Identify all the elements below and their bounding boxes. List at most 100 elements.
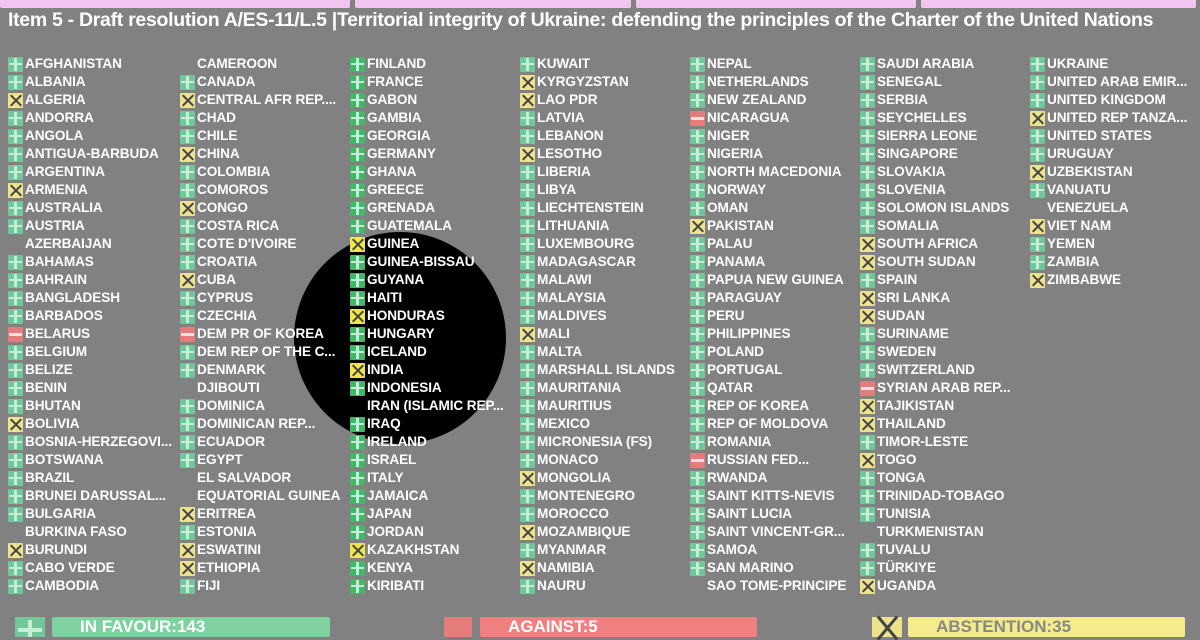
country-name: DOMINICA bbox=[197, 398, 265, 413]
plus-icon bbox=[690, 326, 705, 342]
plus-icon bbox=[860, 74, 875, 90]
country-vote-row: ANGOLA bbox=[8, 127, 172, 145]
plus-icon bbox=[180, 524, 195, 540]
no-vote-icon bbox=[8, 237, 23, 252]
plus-icon bbox=[520, 236, 535, 252]
plus-icon bbox=[180, 254, 195, 270]
country-name: MAURITANIA bbox=[537, 380, 622, 395]
country-vote-row: ITALY bbox=[350, 469, 504, 487]
country-name: INDONESIA bbox=[367, 380, 442, 395]
plus-icon bbox=[860, 272, 875, 288]
country-name: GEORGIA bbox=[367, 128, 431, 143]
country-name: CYPRUS bbox=[197, 290, 254, 305]
country-name: SAINT LUCIA bbox=[707, 506, 792, 521]
country-name: CHAD bbox=[197, 110, 236, 125]
plus-icon bbox=[690, 272, 705, 288]
country-name: SIERRA LEONE bbox=[877, 128, 978, 143]
plus-icon bbox=[520, 200, 535, 216]
country-name: MALDIVES bbox=[537, 308, 607, 323]
country-name: UGANDA bbox=[877, 578, 937, 593]
country-vote-row: BRUNEI DARUSSAL... bbox=[8, 487, 172, 505]
country-name: SOLOMON ISLANDS bbox=[877, 200, 1010, 215]
country-name: SOMALIA bbox=[877, 218, 939, 233]
country-name: COSTA RICA bbox=[197, 218, 280, 233]
plus-icon bbox=[1030, 236, 1045, 252]
x-icon bbox=[350, 236, 365, 252]
plus-icon bbox=[690, 506, 705, 522]
country-vote-row: MOZAMBIQUE bbox=[520, 523, 675, 541]
plus-icon bbox=[520, 56, 535, 72]
plus-icon bbox=[520, 218, 535, 234]
country-vote-row: MADAGASCAR bbox=[520, 253, 675, 271]
country-vote-row: JAMAICA bbox=[350, 487, 504, 505]
plus-icon bbox=[520, 272, 535, 288]
plus-icon bbox=[690, 398, 705, 414]
country-name: HUNGARY bbox=[367, 326, 435, 341]
plus-icon bbox=[350, 110, 365, 126]
plus-icon bbox=[180, 182, 195, 198]
country-vote-row: BURKINA FASO bbox=[8, 523, 172, 541]
country-name: DOMINICAN REP... bbox=[197, 416, 316, 431]
plus-icon bbox=[180, 434, 195, 450]
plus-icon bbox=[8, 272, 23, 288]
country-vote-row: PALAU bbox=[690, 235, 846, 253]
plus-icon bbox=[690, 200, 705, 216]
x-icon bbox=[8, 416, 23, 432]
country-name: MONACO bbox=[537, 452, 599, 467]
country-name: AFGHANISTAN bbox=[25, 56, 122, 71]
country-vote-row: KAZAKHSTAN bbox=[350, 541, 504, 559]
country-name: UNITED KINGDOM bbox=[1047, 92, 1166, 107]
country-name: CABO VERDE bbox=[25, 560, 115, 575]
country-name: SLOVAKIA bbox=[877, 164, 946, 179]
plus-icon bbox=[520, 308, 535, 324]
country-vote-row: IRAQ bbox=[350, 415, 504, 433]
plus-icon bbox=[860, 110, 875, 126]
country-name: BAHRAIN bbox=[25, 272, 87, 287]
no-vote-icon bbox=[1030, 201, 1045, 216]
country-name: DEM REP OF THE C... bbox=[197, 344, 336, 359]
country-vote-row: MOROCCO bbox=[520, 505, 675, 523]
plus-icon bbox=[860, 128, 875, 144]
plus-icon bbox=[350, 200, 365, 216]
country-name: SLOVENIA bbox=[877, 182, 946, 197]
country-vote-row: SAINT VINCENT-GR... bbox=[690, 523, 846, 541]
plus-icon bbox=[8, 164, 23, 180]
country-name: LIECHTENSTEIN bbox=[537, 200, 644, 215]
country-name: SAMOA bbox=[707, 542, 758, 557]
country-name: MOROCCO bbox=[537, 506, 609, 521]
country-name: SEYCHELLES bbox=[877, 110, 967, 125]
plus-icon bbox=[860, 344, 875, 360]
country-name: BOLIVIA bbox=[25, 416, 80, 431]
country-name: ARMENIA bbox=[25, 182, 88, 197]
country-vote-row: SPAIN bbox=[860, 271, 1010, 289]
plus-icon bbox=[8, 308, 23, 324]
plus-icon bbox=[860, 200, 875, 216]
country-name: BELIZE bbox=[25, 362, 73, 377]
plus-icon bbox=[350, 560, 365, 576]
country-name: CZECHIA bbox=[197, 308, 257, 323]
country-name: UNITED ARAB EMIR... bbox=[1047, 74, 1188, 89]
country-vote-row: NEPAL bbox=[690, 55, 846, 73]
plus-icon bbox=[520, 506, 535, 522]
country-name: SRI LANKA bbox=[877, 290, 951, 305]
country-name: ESTONIA bbox=[197, 524, 257, 539]
x-icon bbox=[180, 542, 195, 558]
plus-icon bbox=[8, 488, 23, 504]
x-icon bbox=[1030, 272, 1045, 288]
cursor-overlay-circle bbox=[294, 232, 506, 444]
country-vote-row: ALGERIA bbox=[8, 91, 172, 109]
country-vote-row: NAURU bbox=[520, 577, 675, 595]
country-vote-row: NICARAGUA bbox=[690, 109, 846, 127]
country-vote-row: ZAMBIA bbox=[1030, 253, 1187, 271]
country-name: JORDAN bbox=[367, 524, 424, 539]
plus-icon bbox=[520, 488, 535, 504]
country-vote-row: MALAWI bbox=[520, 271, 675, 289]
plus-icon bbox=[860, 326, 875, 342]
x-icon bbox=[8, 92, 23, 108]
country-name: ZAMBIA bbox=[1047, 254, 1100, 269]
country-name: HONDURAS bbox=[367, 308, 445, 323]
country-name: SAINT KITTS-NEVIS bbox=[707, 488, 835, 503]
plus-icon bbox=[350, 128, 365, 144]
x-icon bbox=[180, 560, 195, 576]
country-name: ANDORRA bbox=[25, 110, 94, 125]
